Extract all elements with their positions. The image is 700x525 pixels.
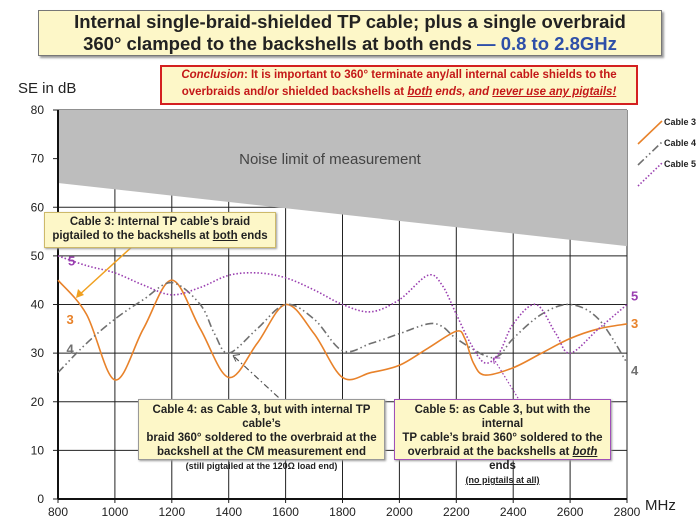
cable-5-annotation-line-2: TP cable’s braid 360° soldered to the — [402, 432, 603, 444]
y-tick-label: 30 — [31, 346, 45, 360]
x-tick-label: 1200 — [158, 505, 185, 519]
arrow-head-icon — [492, 357, 501, 365]
conclusion-line-1: Conclusion: It is important to 360° term… — [162, 67, 636, 84]
conclusion-lead: Conclusion — [181, 69, 244, 81]
legend-swatch-3 — [637, 120, 663, 145]
cable-3-annotation-line-1: Cable 3: Internal TP cable’s braid — [69, 216, 251, 228]
c3-both: both — [212, 230, 238, 242]
x-tick-label: 2600 — [557, 505, 584, 519]
y-tick-label: 70 — [31, 152, 45, 166]
chart-title: Internal single-braid-shielded TP cable;… — [38, 10, 662, 56]
title-line-2: 360° clamped to the backshells at both e… — [39, 33, 661, 55]
x-tick-label: 1600 — [272, 505, 299, 519]
c3-text: pigtailed to the backshells at — [52, 230, 213, 242]
cable-4-annotation-line-2: braid 360° soldered to the overbraid at … — [146, 432, 377, 444]
x-tick-label: 2800 — [614, 505, 641, 519]
x-tick-label: 800 — [48, 505, 68, 519]
series-end-tag-5: 5 — [631, 289, 638, 304]
series-line-4 — [57, 281, 628, 374]
cable-3-annotation: Cable 3: Internal TP cable’s braid pigta… — [44, 212, 276, 248]
cable-3-pointer-arrow — [77, 243, 136, 297]
x-tick-label: 1000 — [102, 505, 129, 519]
conclusion-line-2: overbraids and/or shielded backshells at… — [162, 84, 636, 101]
x-tick-label: 2200 — [443, 505, 470, 519]
cable-5-annotation-line-4: (no pigtails at all) — [465, 475, 540, 485]
conclusion-never: never use any pigtails! — [492, 86, 617, 98]
y-tick-label: 80 — [31, 103, 45, 117]
conclusion-text-3: ends, — [432, 86, 469, 98]
title-line-2-text: 360° clamped to the backshells at both e… — [83, 33, 472, 54]
legend-swatch-4 — [637, 141, 663, 166]
cable-5-annotation: Cable 5: as Cable 3, but with the intern… — [394, 399, 611, 485]
cable-5-pointer-arrow — [492, 357, 523, 405]
cable-3-annotation-line-2: pigtailed to the backshells at both ends — [45, 229, 275, 243]
cable-4-annotation-line-4: (still pigtailed at the 120Ω load end) — [185, 461, 338, 471]
c5-both: both — [572, 446, 598, 458]
legend-label-5: Cable 5 — [664, 159, 696, 169]
y-tick-label: 0 — [37, 492, 44, 506]
noise-limit-band — [58, 110, 627, 247]
conclusion-both: both — [407, 86, 433, 98]
title-range: 0.8 to 2.8GHz — [500, 33, 617, 54]
c3-ends: ends — [237, 230, 268, 242]
legend-label-4: Cable 4 — [664, 138, 696, 148]
y-tick-label: 20 — [31, 395, 45, 409]
arrow-head-icon — [76, 289, 84, 298]
series-end-tag-4: 4 — [631, 363, 639, 378]
cable-4-annotation: Cable 4: as Cable 3, but with internal T… — [138, 399, 385, 471]
noise-limit-label: Noise limit of measurement — [239, 151, 422, 168]
cable-4-annotation-line-1: Cable 4: as Cable 3, but with internal T… — [152, 404, 371, 430]
cable-4-annotation-line-3: backshell at the CM measurement end — [157, 446, 366, 458]
conclusion-box: Conclusion: It is important to 360° term… — [160, 65, 638, 105]
c5-text: overbraid at the backshells at — [407, 446, 573, 458]
x-axis-label: MHz — [645, 497, 676, 514]
x-tick-label: 2400 — [500, 505, 527, 519]
y-tick-label: 10 — [31, 443, 45, 457]
series-end-tag-3: 3 — [631, 316, 638, 331]
c5-ends: ends — [489, 460, 516, 472]
legend-swatch-5 — [637, 162, 663, 187]
title-dash: — — [471, 33, 501, 54]
x-tick-label: 1400 — [215, 505, 242, 519]
y-axis-label: SE in dB — [18, 80, 77, 97]
legend-label-3: Cable 3 — [664, 117, 696, 127]
x-tick-label: 2000 — [386, 505, 413, 519]
y-tick-label: 50 — [31, 249, 45, 263]
cable-5-annotation-line-1: Cable 5: as Cable 3, but with the intern… — [414, 404, 591, 430]
conclusion-text-1: : It is important to 360° terminate any/… — [243, 69, 617, 81]
series-start-tag-3: 3 — [67, 312, 74, 327]
y-tick-label: 60 — [31, 200, 45, 214]
title-line-1: Internal single-braid-shielded TP cable;… — [74, 11, 626, 32]
conclusion-text-4: and — [468, 86, 493, 98]
arrow-head-icon — [232, 354, 241, 362]
cable-5-annotation-line-3: overbraid at the backshells at both ends — [395, 445, 610, 473]
x-tick-label: 1800 — [329, 505, 356, 519]
series-line-3 — [57, 279, 628, 381]
conclusion-text-2: overbraids and/or shielded backshells at — [181, 86, 408, 98]
y-tick-label: 40 — [31, 298, 45, 312]
series-start-tag-5: 5 — [68, 254, 75, 269]
series-start-tag-4: 4 — [67, 341, 75, 356]
